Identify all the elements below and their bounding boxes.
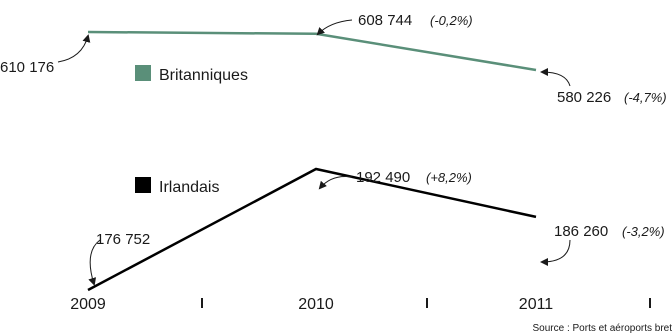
- legend-label-irlandais: Irlandais: [159, 179, 219, 196]
- x-tick-label-2009: 2009: [70, 296, 106, 313]
- legend-label-britanniques: Britanniques: [159, 67, 248, 84]
- change-label-brit-2011: (-4,7%): [624, 90, 667, 105]
- callout-arrow-brit-2009: [57, 34, 91, 63]
- callout-arrow-brit-2011: [540, 68, 571, 87]
- callout-arrow-irl-2010: [318, 176, 353, 190]
- value-label-irl-2009: 176 752: [96, 231, 150, 248]
- callout-arrow-irl-2011: [540, 239, 571, 266]
- callout-arrow-brit-2010: [316, 19, 353, 36]
- value-label-brit-2010: 608 744: [358, 12, 412, 29]
- x-tick-label-2010: 2010: [298, 296, 334, 313]
- series-line-irlandais: [87, 167, 537, 292]
- value-label-brit-2009: 610 176: [0, 59, 54, 76]
- legend-swatch-britanniques: [135, 65, 151, 81]
- value-label-irl-2010: 192 490: [356, 169, 410, 186]
- value-label-brit-2011: 580 226: [557, 89, 611, 106]
- change-label-brit-2010: (-0,2%): [430, 13, 473, 28]
- source-note: Source : Ports et aéroports bret: [532, 323, 672, 334]
- callout-arrow-irl-2009: [88, 239, 101, 286]
- value-label-irl-2011: 186 260: [554, 223, 608, 240]
- series-line-britanniques: [87, 30, 537, 72]
- legend-swatch-irlandais: [135, 177, 151, 193]
- change-label-irl-2010: (+8,2%): [426, 170, 472, 185]
- x-tick-label-2011: 2011: [519, 296, 554, 313]
- change-label-irl-2011: (-3,2%): [622, 224, 665, 239]
